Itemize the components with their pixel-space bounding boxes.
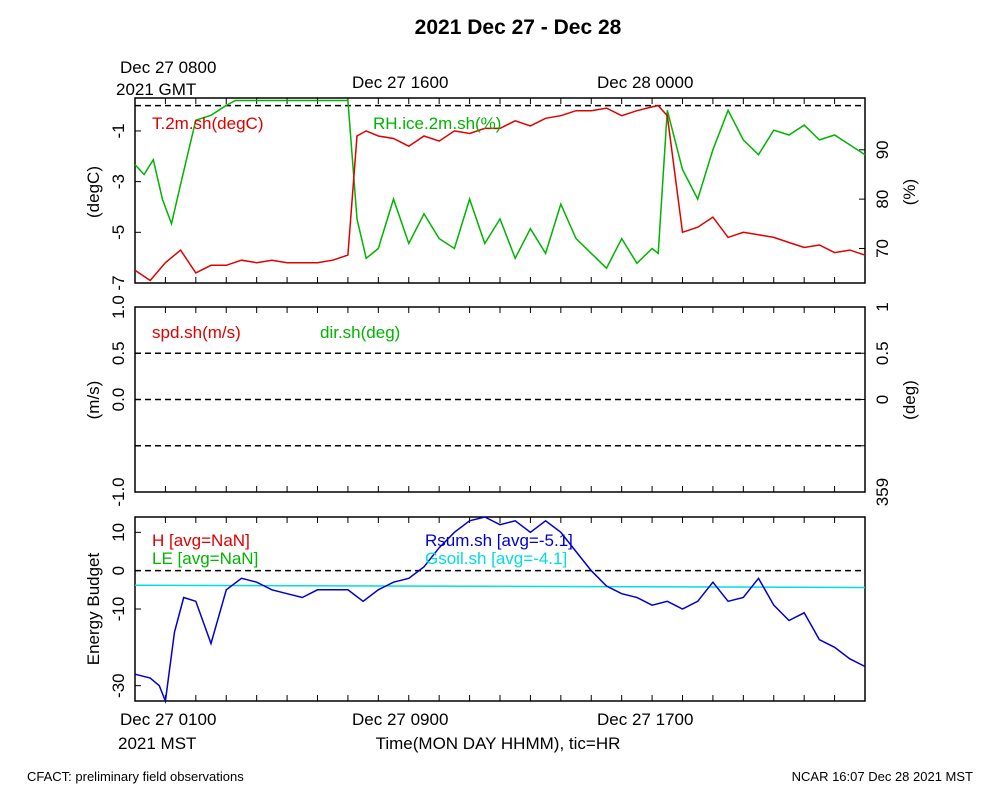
top-axis-label-2: Dec 27 1600 [352, 73, 448, 92]
y-right-axis-label: (%) [900, 179, 919, 205]
y-right-tick-label: 70 [873, 239, 892, 258]
top-axis-label-1-line1: Dec 27 0800 [120, 58, 216, 77]
y-tick-label: -3 [109, 174, 128, 189]
y-right-axis-label: (deg) [900, 380, 919, 420]
y-right-tick-label: 1 [873, 302, 892, 311]
rh-series-line [134, 99, 866, 270]
top-axis-label-1-line2: 2021 GMT [116, 80, 196, 99]
temperature-series-line [134, 104, 866, 282]
y-axis-label: Energy Budget [84, 552, 103, 665]
y-tick-label: -30 [109, 673, 128, 698]
y-tick-label: 0 [109, 566, 128, 575]
wind-panel: -1.0 0.0 0.5 1.0 1 0.5 0 359 (m/s) (deg) spd.sh(m/… [84, 295, 919, 506]
top-axis-label-3: Dec 28 0000 [597, 73, 693, 92]
y-tick-label: 0.0 [109, 388, 128, 412]
y-right-tick-label: 359 [873, 478, 892, 506]
y-tick-label: -1.0 [109, 477, 128, 506]
footer-right: NCAR 16:07 Dec 28 2021 MST [792, 769, 973, 784]
gsoil-series-line [134, 584, 866, 589]
rsum-series-line [134, 516, 866, 704]
y-right-tick-label: 90 [873, 140, 892, 159]
y-tick-label: 1.0 [109, 295, 128, 319]
y-right-tick-label: 80 [873, 190, 892, 209]
legend-le: LE [avg=NaN] [152, 549, 258, 568]
y-tick-label: 0.5 [109, 341, 128, 365]
footer-left: CFACT: preliminary field observations [27, 769, 244, 784]
legend-h: H [avg=NaN] [152, 531, 250, 550]
legend-direction: dir.sh(deg) [320, 323, 400, 342]
temperature-humidity-panel: -7 -5 -3 -1 70 80 90 (degC) (%) T.2m.sh(degC) RH.i… [84, 97, 919, 291]
y-right-tick-label: 0.5 [873, 341, 892, 365]
bottom-axis-label-1-line2: 2021 MST [118, 734, 196, 753]
bottom-axis-label-1-line1: Dec 27 0100 [120, 710, 216, 729]
legend-rh: RH.ice.2m.sh(%) [373, 114, 501, 133]
y-right-tick-label: 0 [873, 395, 892, 404]
x-axis-title: Time(MON DAY HHMM), tic=HR [376, 734, 621, 753]
legend-rsum: Rsum.sh [avg=-5.1] [425, 531, 573, 550]
legend-temperature: T.2m.sh(degC) [152, 114, 263, 133]
legend-gsoil: Gsoil.sh [avg=-4.1] [425, 549, 567, 568]
energy-budget-panel: -30 -10 0 10 Energy Budget H [avg=NaN]LE [avg… [84, 516, 866, 704]
bottom-axis-label-2: Dec 27 0900 [352, 710, 448, 729]
y-tick-label: -7 [109, 275, 128, 290]
legend-speed: spd.sh(m/s) [152, 323, 241, 342]
y-tick-label: -5 [109, 225, 128, 240]
y-axis-label: (m/s) [84, 381, 103, 420]
bottom-axis-label-3: Dec 27 1700 [597, 710, 693, 729]
y-tick-label: -1 [109, 123, 128, 138]
chart-title: 2021 Dec 27 - Dec 28 [415, 16, 622, 39]
y-tick-label: 10 [109, 523, 128, 542]
y-tick-label: -10 [109, 597, 128, 622]
y-axis-label: (degC) [84, 166, 103, 218]
